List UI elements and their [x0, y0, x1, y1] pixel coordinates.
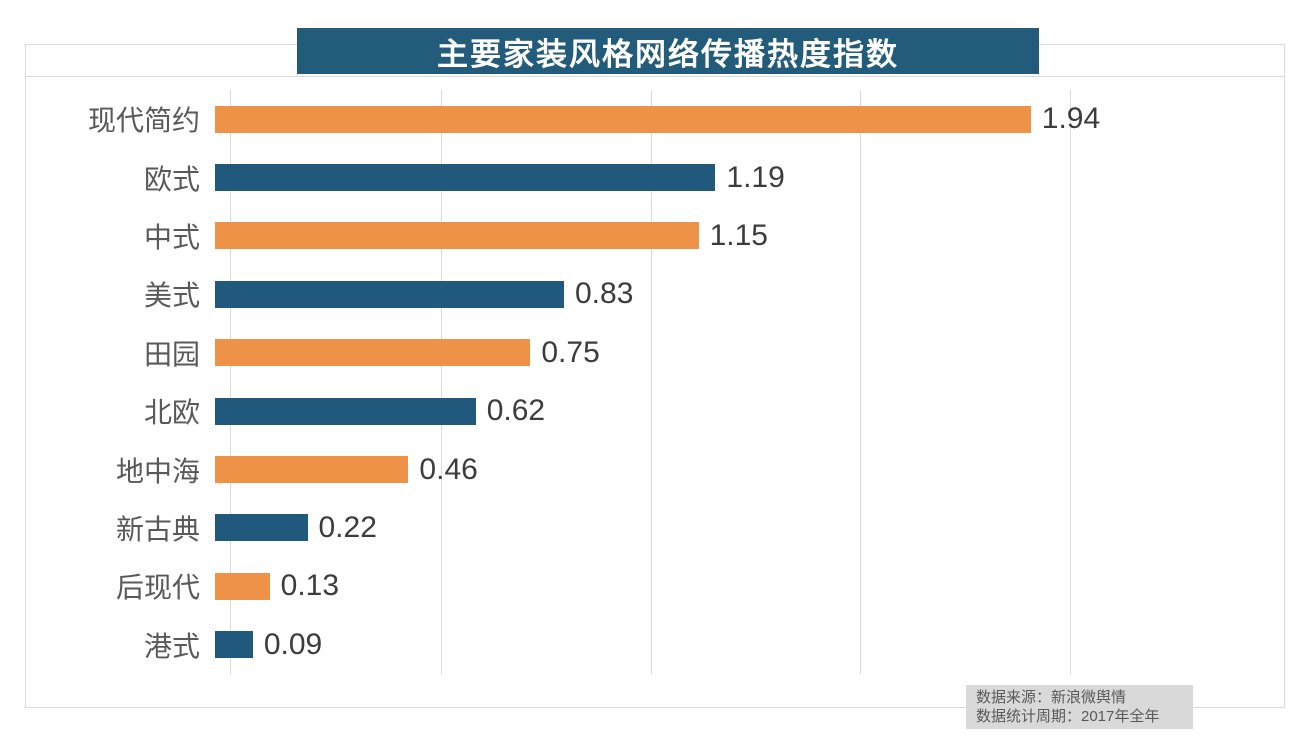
category-label: 地中海 — [115, 455, 200, 487]
bar-row: 田园 0.75 — [15, 324, 1293, 382]
bar-row: 地中海 0.46 — [15, 440, 1293, 498]
bar-row: 美式 0.83 — [15, 265, 1293, 323]
plot-area — [230, 90, 1071, 674]
plot-top-border — [25, 76, 1285, 77]
period-line: 数据统计周期：2017年全年 — [976, 708, 1160, 725]
category-label: 欧式 — [143, 163, 200, 195]
value-label: 0.62 — [486, 394, 546, 428]
value-label: 1.19 — [726, 160, 785, 194]
bar-row: 北欧 0.62 — [15, 382, 1293, 440]
bar — [215, 397, 476, 425]
category-label: 北欧 — [143, 397, 200, 429]
bar — [215, 456, 409, 484]
bar — [215, 222, 699, 250]
bar — [215, 105, 1031, 133]
category-label: 田园 — [143, 338, 200, 370]
gridline — [440, 90, 442, 674]
source-note: 数据来源：新浪微舆情 数据统计周期：2017年全年 — [966, 685, 1193, 729]
value-label: 0.75 — [541, 335, 600, 369]
chart-title: 主要家装风格网络传播热度指数 — [437, 36, 899, 72]
bar-row: 欧式 1.19 — [15, 148, 1293, 206]
bar-row: 现代简约 1.94 — [15, 90, 1293, 148]
category-label: 新古典 — [115, 513, 200, 545]
source-line: 数据来源：新浪微舆情 — [976, 689, 1127, 706]
bar — [215, 572, 270, 600]
category-label: 美式 — [143, 280, 200, 312]
value-label: 0.22 — [318, 510, 377, 544]
value-label: 0.13 — [280, 569, 340, 603]
value-label: 0.09 — [263, 627, 323, 661]
gridline — [860, 90, 862, 674]
category-label: 后现代 — [115, 572, 200, 604]
bar-row: 中式 1.15 — [15, 207, 1293, 265]
bar-row: 后现代 0.13 — [15, 557, 1293, 615]
bar-rows: 现代简约 1.94 欧式 1.19 中式 1.15 美式 0.83 田园 0.75 北欧 0.62 地中… — [15, 90, 1293, 674]
category-label: 现代简约 — [87, 105, 200, 137]
value-label: 0.46 — [419, 452, 478, 486]
category-label: 港式 — [143, 630, 200, 662]
value-label: 1.15 — [709, 218, 768, 252]
bar — [215, 280, 564, 308]
chart-title-banner: 主要家装风格网络传播热度指数 — [297, 28, 1039, 74]
bar — [215, 164, 716, 192]
gridline — [650, 90, 652, 674]
category-label: 中式 — [143, 221, 200, 253]
bar-row: 新古典 0.22 — [15, 499, 1293, 557]
bar — [215, 514, 308, 542]
bar-row: 港式 0.09 — [15, 616, 1293, 674]
bar — [215, 339, 531, 367]
value-label: 1.94 — [1041, 102, 1101, 136]
bar — [215, 631, 253, 659]
value-label: 0.83 — [575, 277, 634, 311]
